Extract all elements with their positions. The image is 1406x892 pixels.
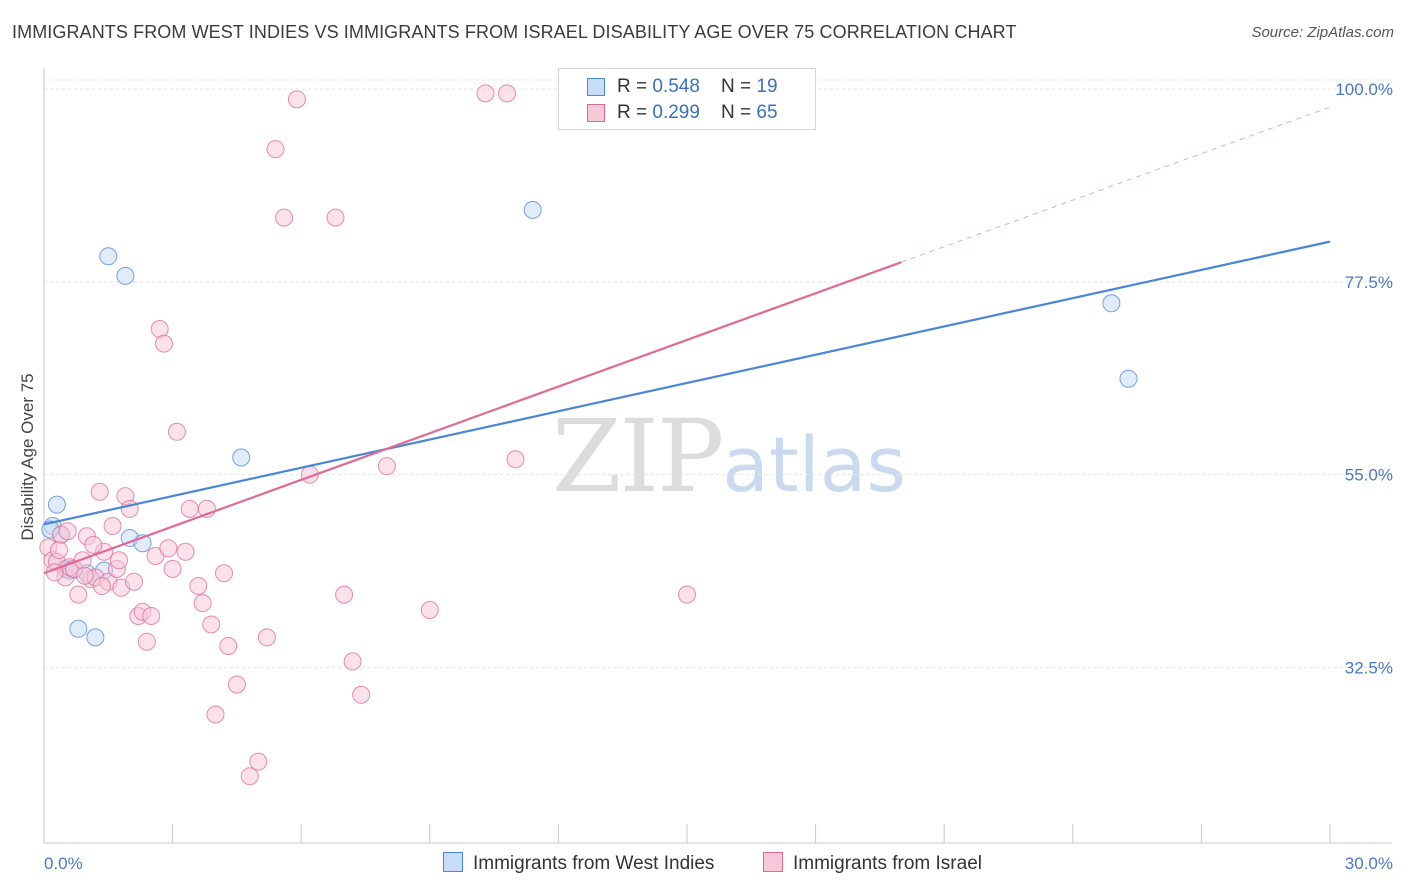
point-west-indies bbox=[116, 266, 135, 285]
watermark-zip: ZIP bbox=[552, 398, 724, 515]
point-israel bbox=[137, 632, 156, 651]
point-israel bbox=[50, 541, 68, 559]
point-israel bbox=[420, 601, 439, 619]
trend-lines bbox=[43, 106, 1331, 575]
point-west-indies bbox=[523, 200, 542, 219]
y-tick-label: 55.0% bbox=[1345, 466, 1393, 485]
point-israel bbox=[377, 457, 396, 476]
point-israel bbox=[678, 585, 696, 604]
point-israel bbox=[219, 637, 238, 655]
y-tick-label: 77.5% bbox=[1345, 273, 1393, 292]
legend-swatch-west-indies bbox=[587, 78, 605, 96]
point-west-indies bbox=[1119, 369, 1138, 388]
point-israel bbox=[498, 84, 516, 103]
legend-n-value: 65 bbox=[756, 102, 778, 123]
point-israel bbox=[215, 564, 233, 583]
legend-r-label: R = bbox=[617, 76, 653, 97]
gridlines bbox=[44, 79, 1392, 668]
point-west-indies bbox=[47, 495, 66, 514]
watermark: ZIPatlas bbox=[552, 398, 906, 515]
point-israel bbox=[176, 542, 195, 561]
point-israel bbox=[506, 450, 525, 469]
point-israel bbox=[189, 577, 208, 595]
point-west-indies bbox=[69, 619, 88, 638]
trend-line-west-indies bbox=[43, 240, 1331, 526]
point-west-indies bbox=[232, 448, 251, 467]
x-tick-label: 30.0% bbox=[1345, 854, 1393, 873]
source-credit: Source: ZipAtlas.com bbox=[1251, 24, 1394, 41]
trend-line-israel-extension bbox=[901, 106, 1331, 263]
point-israel bbox=[266, 140, 285, 159]
point-israel bbox=[206, 705, 225, 724]
point-israel bbox=[352, 685, 371, 704]
point-israel bbox=[180, 499, 199, 518]
point-israel bbox=[163, 559, 182, 578]
legend-r-label: R = bbox=[617, 102, 653, 123]
y-tick-label: 100.0% bbox=[1335, 80, 1393, 99]
point-israel bbox=[202, 615, 221, 634]
legend-r-value: 0.548 bbox=[652, 76, 700, 97]
point-israel bbox=[125, 572, 143, 591]
point-israel bbox=[75, 566, 94, 585]
point-israel bbox=[159, 539, 178, 558]
point-israel bbox=[167, 422, 186, 441]
point-israel bbox=[343, 652, 362, 671]
point-west-indies bbox=[99, 247, 118, 266]
point-israel bbox=[257, 628, 276, 647]
bottom-legend-label-israel: Immigrants from Israel bbox=[793, 853, 982, 874]
point-israel bbox=[275, 208, 294, 227]
bottom-legend-label-west-indies: Immigrants from West Indies bbox=[473, 853, 715, 874]
point-israel bbox=[335, 585, 354, 604]
bottom-legend-swatch-israel bbox=[763, 852, 783, 872]
bottom-legend-west-indies: Immigrants from West Indies bbox=[443, 852, 714, 875]
point-israel bbox=[240, 767, 259, 786]
y-tick-label: 32.5% bbox=[1345, 658, 1393, 677]
point-israel bbox=[155, 334, 173, 353]
point-israel bbox=[249, 752, 268, 771]
data-points bbox=[39, 84, 1138, 786]
point-israel bbox=[90, 482, 109, 501]
tick-labels: 32.5% 55.0% 77.5% 100.0% 0.0% 30.0% bbox=[44, 80, 1393, 873]
point-israel bbox=[84, 535, 103, 554]
point-israel bbox=[476, 84, 495, 103]
bottom-legend-israel: Immigrants from Israel bbox=[763, 852, 982, 875]
legend-n-label: N = bbox=[721, 102, 757, 123]
chart-title: IMMIGRANTS FROM WEST INDIES VS IMMIGRANT… bbox=[12, 22, 1017, 42]
point-israel bbox=[58, 522, 77, 541]
bottom-legend-swatch-west-indies bbox=[443, 852, 463, 872]
point-israel bbox=[142, 607, 161, 625]
point-west-indies bbox=[1102, 294, 1121, 313]
legend-n-value: 19 bbox=[756, 76, 778, 97]
point-israel bbox=[287, 90, 306, 109]
trend-line-israel bbox=[43, 261, 902, 575]
point-israel bbox=[227, 675, 246, 694]
point-israel bbox=[120, 499, 139, 518]
y-axis-label: Disability Age Over 75 bbox=[18, 373, 37, 540]
legend-r-value: 0.299 bbox=[652, 102, 700, 123]
point-israel bbox=[326, 208, 345, 227]
point-israel bbox=[193, 594, 212, 613]
point-israel bbox=[103, 517, 122, 535]
point-israel bbox=[92, 577, 111, 595]
legend-n-label: N = bbox=[721, 76, 757, 97]
point-west-indies bbox=[86, 628, 105, 647]
point-israel bbox=[69, 585, 88, 604]
x-tick-label: 0.0% bbox=[44, 854, 83, 873]
watermark-atlas: atlas bbox=[722, 420, 906, 509]
legend-swatch-israel bbox=[587, 104, 605, 122]
axes bbox=[43, 68, 1392, 844]
correlation-legend: R = 0.548 N = 19 R = 0.299 N = 65 bbox=[558, 68, 816, 130]
point-israel bbox=[110, 551, 128, 570]
